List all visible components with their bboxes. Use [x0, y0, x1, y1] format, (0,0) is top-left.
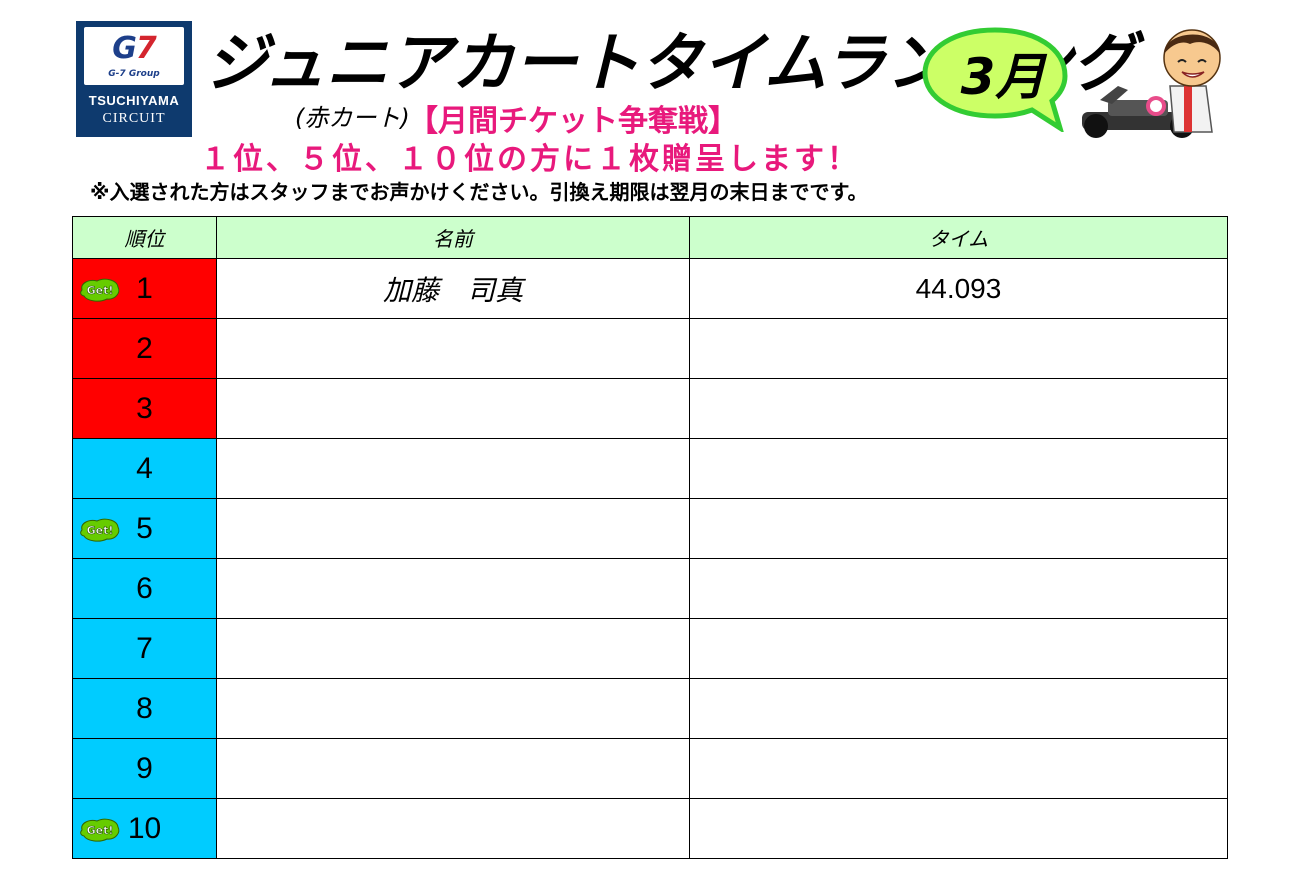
table-row: 7: [72, 618, 1228, 679]
rank-cell: Get! 1: [72, 258, 217, 319]
table-row: 3: [72, 378, 1228, 439]
time-cell: [689, 498, 1228, 559]
name-cell: 加藤 司真: [216, 258, 690, 319]
rank-cell: 3: [72, 378, 217, 439]
table-header-row: 順位 名前 タイム: [72, 216, 1228, 259]
svg-text:Get!: Get!: [87, 284, 114, 297]
month-speech-bubble: 3月: [920, 24, 1070, 132]
table-row: 4: [72, 438, 1228, 499]
name-cell: [216, 378, 690, 439]
table-row: Get! 10: [72, 798, 1228, 859]
ranking-table: 順位 名前 タイム Get! 1 加藤 司真 44.093 2 3 4 Get! 5 6 7 8 9 Ge…: [72, 216, 1228, 859]
time-column-header: タイム: [689, 216, 1228, 259]
name-cell: [216, 738, 690, 799]
page-title: ジュニアカートタイムランキング: [205, 27, 1136, 101]
rank-number: 2: [136, 331, 153, 365]
rank-cell: 7: [72, 618, 217, 679]
table-row: Get! 5: [72, 498, 1228, 559]
get-badge-icon: Get!: [79, 517, 121, 543]
time-cell: [689, 318, 1228, 379]
name-column-header: 名前: [216, 216, 690, 259]
time-cell: [689, 618, 1228, 679]
ranking-table-body: Get! 1 加藤 司真 44.093 2 3 4 Get! 5 6 7 8 9 Get! 10: [72, 258, 1228, 859]
rank-cell: 9: [72, 738, 217, 799]
name-cell: [216, 558, 690, 619]
get-badge-icon: Get!: [79, 277, 121, 303]
logo-mark-panel: G7 G-7 Group: [84, 27, 184, 85]
kart-driver-icon: [1082, 29, 1221, 138]
logo-name-line2: CIRCUIT: [102, 111, 166, 126]
rank-column-header: 順位: [72, 216, 217, 259]
logo-mark-7: 7: [135, 31, 157, 66]
time-cell: [689, 738, 1228, 799]
table-row: Get! 1 加藤 司真 44.093: [72, 258, 1228, 319]
rank-number: 9: [136, 751, 153, 785]
time-cell: [689, 678, 1228, 739]
kart-driver-mascot-illustration: [1078, 20, 1228, 140]
award-announcement: １位、５位、１０位の方に１枚贈呈します！: [200, 142, 860, 177]
rank-number: 6: [136, 571, 153, 605]
kart-type-label: (赤カート): [295, 104, 410, 132]
name-cell: [216, 498, 690, 559]
time-cell: [689, 438, 1228, 499]
rank-number: 1: [136, 271, 153, 305]
month-label: 3月: [960, 48, 1046, 106]
logo-name-line1: TSUCHIYAMA: [88, 93, 180, 108]
rank-cell: Get! 10: [72, 798, 217, 859]
name-cell: [216, 618, 690, 679]
rank-cell: 8: [72, 678, 217, 739]
logo-group-text: G-7 Group: [108, 69, 160, 79]
name-cell: [216, 798, 690, 859]
rank-cell: Get! 5: [72, 498, 217, 559]
time-cell: [689, 378, 1228, 439]
table-row: 2: [72, 318, 1228, 379]
time-cell: 44.093: [689, 258, 1228, 319]
redemption-note: ※入選された方はスタッフまでお声かけください。引換え期限は翌月の末日までです。: [90, 180, 868, 204]
name-cell: [216, 318, 690, 379]
rank-number: 8: [136, 691, 153, 725]
rank-cell: 6: [72, 558, 217, 619]
name-cell: [216, 438, 690, 499]
rank-number: 5: [136, 511, 153, 545]
table-row: 9: [72, 738, 1228, 799]
get-badge-icon: Get!: [79, 817, 121, 843]
rank-number: 7: [136, 631, 153, 665]
time-cell: [689, 558, 1228, 619]
table-row: 8: [72, 678, 1228, 739]
tsuchiyama-circuit-logo: G7 G-7 Group TSUCHIYAMA CIRCUIT: [76, 21, 192, 137]
logo-g7-mark: G7: [84, 31, 184, 66]
rank-number: 3: [136, 391, 153, 425]
time-cell: [689, 798, 1228, 859]
speech-bubble-icon: [922, 27, 1068, 132]
ticket-campaign-title: 【月間チケット争奪戦】: [408, 104, 738, 139]
logo-mark-g: G: [112, 31, 137, 66]
svg-text:Get!: Get!: [87, 524, 114, 537]
rank-cell: 2: [72, 318, 217, 379]
rank-cell: 4: [72, 438, 217, 499]
table-row: 6: [72, 558, 1228, 619]
rank-number: 4: [136, 451, 153, 485]
svg-text:Get!: Get!: [87, 824, 114, 837]
name-cell: [216, 678, 690, 739]
rank-number: 10: [127, 811, 162, 845]
